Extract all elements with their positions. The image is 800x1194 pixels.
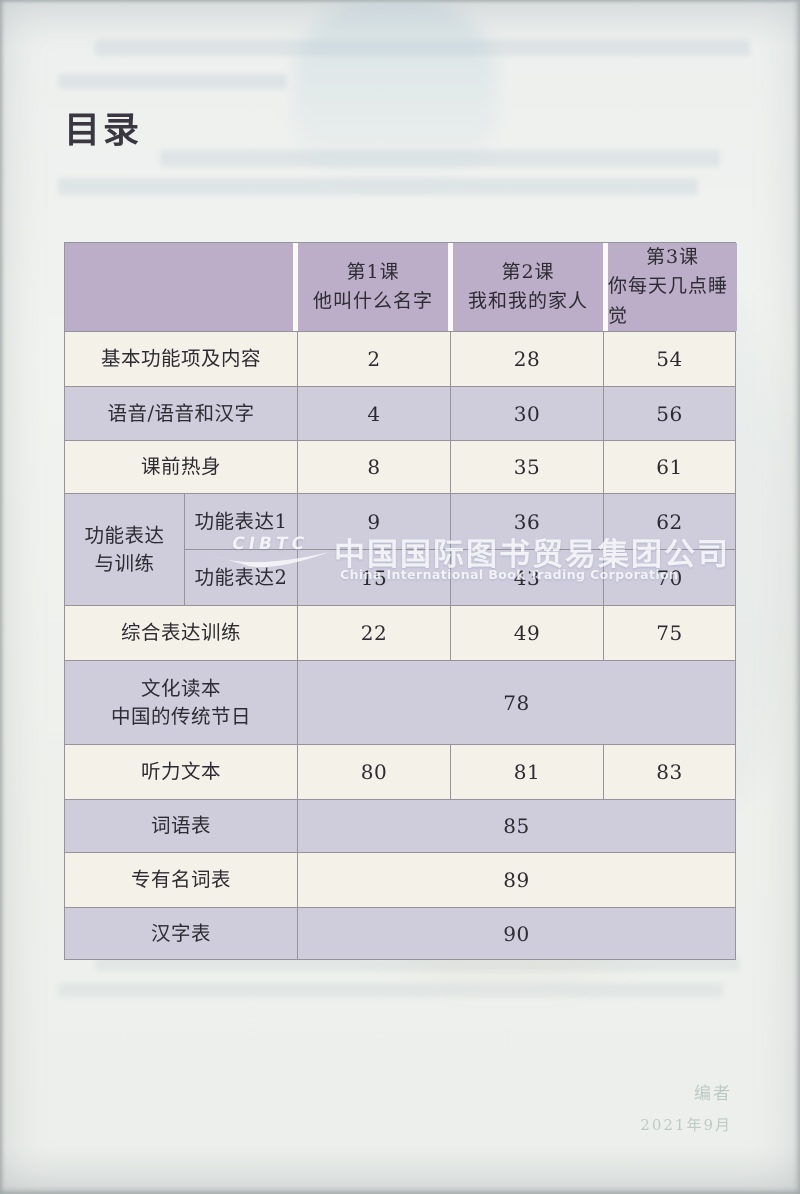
toc-header-empty-cell — [65, 243, 293, 332]
page-number: 56 — [604, 387, 735, 440]
page-number: 43 — [451, 550, 603, 605]
page-number: 62 — [604, 494, 735, 549]
toc-table: 第1课 他叫什么名字 第2课 我和我的家人 第3课 你每天几点睡觉 基本功能项及… — [64, 242, 737, 960]
row-label: 词语表 — [65, 800, 297, 852]
page-number: 9 — [298, 494, 450, 549]
page-number-merged: 78 — [298, 661, 735, 744]
row-label: 课前热身 — [65, 441, 297, 493]
lesson-subtitle: 你每天几点睡觉 — [608, 275, 729, 327]
row-label-line2: 中国的传统节日 — [110, 704, 251, 728]
page-number: 83 — [604, 745, 735, 799]
page-number: 15 — [298, 550, 450, 605]
bleed-through-line — [160, 150, 720, 167]
row-label: 听力文本 — [65, 745, 297, 799]
page-number-merged: 89 — [298, 853, 735, 907]
page-number: 70 — [604, 550, 735, 605]
bleed-through-line — [95, 957, 740, 971]
page-number: 36 — [451, 494, 603, 549]
page-number: 8 — [298, 441, 450, 493]
row-sublabel: 功能表达2 — [185, 550, 297, 605]
lesson-title: 第3课 — [645, 246, 700, 268]
page-number: 61 — [604, 441, 735, 493]
toc-header-lesson-3: 第3课 你每天几点睡觉 — [608, 243, 737, 332]
toc-header-lesson-1: 第1课 他叫什么名字 — [298, 243, 448, 332]
lesson-title: 第1课 — [346, 260, 400, 283]
page-number: 49 — [451, 606, 603, 660]
page-title: 目录 — [64, 109, 143, 151]
page-number: 30 — [451, 387, 603, 440]
page-number: 54 — [604, 332, 735, 386]
lesson-subtitle: 我和我的家人 — [467, 290, 588, 313]
bleed-through-line — [58, 178, 698, 195]
toc-body: 基本功能项及内容 2 28 54 语音/语音和汉字 4 30 56 课前热身 8… — [65, 331, 735, 959]
row-label-multiline: 文化读本 中国的传统节日 — [65, 661, 297, 744]
page-number: 35 — [451, 441, 603, 493]
row-sublabel: 功能表达1 — [185, 494, 297, 549]
footer-editor: 编者 — [694, 1084, 732, 1104]
row-label-line1: 文化读本 — [140, 677, 221, 701]
page-number: 4 — [298, 387, 450, 440]
row-group-label: 功能表达与训练 — [65, 494, 184, 605]
page-number: 80 — [298, 745, 450, 799]
page-number-merged: 85 — [298, 800, 735, 852]
page-number: 81 — [451, 745, 603, 799]
row-label: 专有名词表 — [65, 853, 297, 907]
page-number: 2 — [298, 332, 450, 386]
lesson-subtitle: 他叫什么名字 — [312, 290, 433, 313]
bleed-through-line — [95, 40, 750, 56]
row-label: 基本功能项及内容 — [65, 332, 297, 386]
page-number: 22 — [298, 606, 450, 660]
page-number: 75 — [604, 606, 735, 660]
page-number: 28 — [451, 332, 603, 386]
page-number-merged: 90 — [298, 908, 735, 959]
footer-date: 2021年9月 — [640, 1116, 732, 1134]
toc-header-row: 第1课 他叫什么名字 第2课 我和我的家人 第3课 你每天几点睡觉 — [65, 243, 737, 332]
bleed-through-line — [58, 74, 286, 89]
row-label: 综合表达训练 — [65, 606, 297, 660]
lesson-title: 第2课 — [501, 260, 555, 283]
row-label: 语音/语音和汉字 — [65, 387, 297, 440]
row-label: 汉字表 — [65, 908, 297, 959]
toc-header-lesson-2: 第2课 我和我的家人 — [453, 243, 603, 332]
bleed-through-line — [58, 983, 723, 997]
